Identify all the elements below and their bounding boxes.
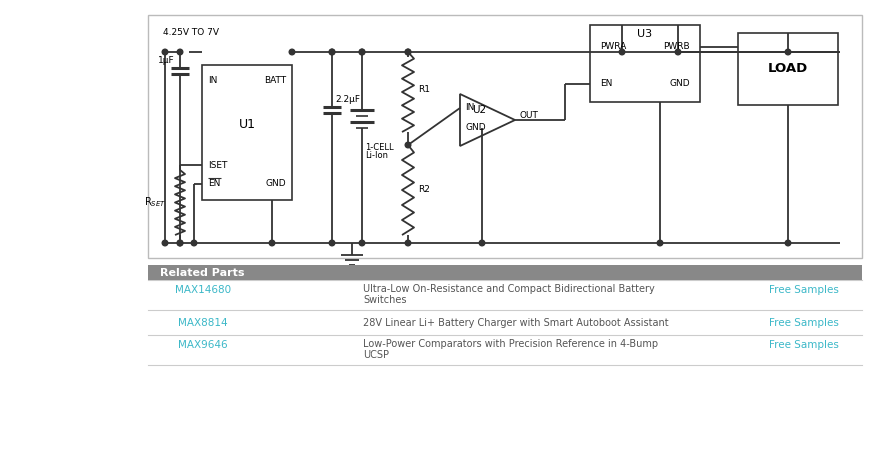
Circle shape	[329, 49, 335, 55]
Text: LOAD: LOAD	[768, 62, 808, 75]
Circle shape	[405, 49, 410, 55]
Circle shape	[192, 240, 197, 246]
Circle shape	[405, 240, 410, 246]
Text: 1μF: 1μF	[158, 57, 175, 66]
Text: Free Samples: Free Samples	[769, 340, 839, 350]
Text: GND: GND	[669, 80, 690, 88]
Circle shape	[405, 49, 410, 55]
Text: MAX14680: MAX14680	[175, 285, 231, 295]
Circle shape	[290, 49, 295, 55]
Bar	[148, 265, 862, 280]
Circle shape	[178, 49, 183, 55]
Bar	[148, 15, 862, 258]
Text: R2: R2	[418, 185, 430, 193]
Circle shape	[329, 240, 335, 246]
Circle shape	[178, 240, 183, 246]
Text: IN: IN	[465, 104, 474, 113]
Circle shape	[360, 49, 365, 55]
Text: MAX9646: MAX9646	[178, 340, 228, 350]
Text: 28V Linear Li+ Battery Charger with Smart Autoboot Assistant: 28V Linear Li+ Battery Charger with Smar…	[363, 318, 668, 327]
Circle shape	[162, 49, 168, 55]
Circle shape	[270, 240, 275, 246]
Circle shape	[360, 49, 365, 55]
Circle shape	[676, 49, 681, 55]
Circle shape	[620, 49, 625, 55]
Text: PWRB: PWRB	[663, 42, 690, 52]
Circle shape	[480, 240, 485, 246]
Text: U2: U2	[473, 105, 487, 115]
Text: Free Samples: Free Samples	[769, 285, 839, 295]
Text: EN: EN	[208, 179, 220, 188]
Text: R1: R1	[418, 85, 430, 94]
Bar	[590, 25, 700, 102]
Text: Free Samples: Free Samples	[769, 318, 839, 327]
Text: U3: U3	[637, 29, 653, 39]
Text: U1: U1	[239, 118, 256, 131]
Text: MAX8814: MAX8814	[178, 318, 228, 327]
Text: 1-CELL: 1-CELL	[365, 142, 394, 152]
Text: BATT: BATT	[264, 77, 286, 86]
Text: EN: EN	[600, 80, 612, 88]
Circle shape	[360, 240, 365, 246]
Text: IN: IN	[208, 77, 217, 86]
Text: OUT: OUT	[519, 111, 538, 120]
Text: UCSP: UCSP	[363, 350, 389, 360]
Circle shape	[657, 240, 662, 246]
Text: R$_{SET}$: R$_{SET}$	[144, 196, 166, 209]
Circle shape	[785, 240, 791, 246]
Text: GND: GND	[465, 124, 486, 133]
Text: 4.25V TO 7V: 4.25V TO 7V	[163, 28, 219, 38]
Text: 2.2μF: 2.2μF	[335, 95, 360, 105]
Circle shape	[329, 49, 335, 55]
Text: Ultra-Low On-Resistance and Compact Bidirectional Battery: Ultra-Low On-Resistance and Compact Bidi…	[363, 284, 654, 294]
Text: ISET: ISET	[208, 160, 228, 170]
Text: Switches: Switches	[363, 295, 407, 305]
Text: GND: GND	[265, 179, 286, 188]
Bar	[202, 65, 292, 200]
Text: Related Parts: Related Parts	[160, 267, 244, 278]
Circle shape	[785, 49, 791, 55]
Text: PWRA: PWRA	[600, 42, 626, 52]
Bar	[738, 33, 838, 105]
Text: Low-Power Comparators with Precision Reference in 4-Bump: Low-Power Comparators with Precision Ref…	[363, 339, 658, 349]
Circle shape	[178, 240, 183, 246]
Circle shape	[405, 142, 410, 148]
Circle shape	[162, 240, 168, 246]
Text: Li-Ion: Li-Ion	[365, 151, 388, 159]
